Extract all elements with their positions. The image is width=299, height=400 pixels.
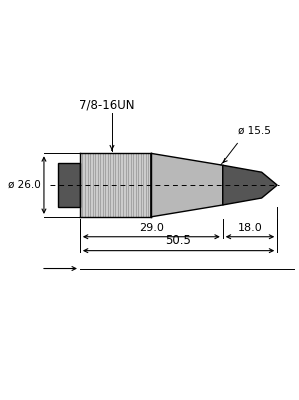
Polygon shape	[223, 165, 277, 205]
Bar	[57, 163, 80, 207]
Polygon shape	[151, 153, 223, 217]
Text: 7/8-16UN: 7/8-16UN	[79, 99, 135, 112]
Text: ø 15.5: ø 15.5	[238, 126, 271, 136]
Bar	[80, 153, 151, 217]
Text: 29.0: 29.0	[139, 223, 164, 233]
Text: 18.0: 18.0	[238, 223, 262, 233]
Text: 50.5: 50.5	[166, 234, 191, 247]
Text: ø 26.0: ø 26.0	[8, 180, 41, 190]
